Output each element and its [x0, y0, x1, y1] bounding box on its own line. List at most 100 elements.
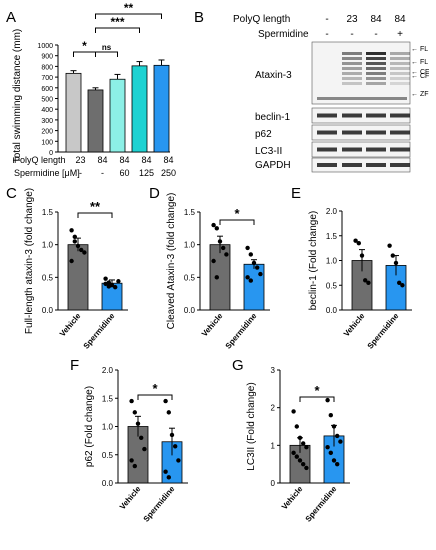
data-point [75, 243, 81, 249]
data-point [211, 222, 216, 228]
data-point [338, 439, 343, 444]
blot-band [342, 57, 362, 60]
y-tick-label: 0.0 [102, 479, 114, 488]
blot-band [366, 77, 386, 80]
panel-a-y-tick-label: 900 [41, 54, 53, 61]
y-tick-label: 1.5 [102, 394, 114, 403]
panel-a-y-tick-label: 800 [41, 64, 53, 71]
data-point [169, 432, 175, 438]
panel-b-polyq-value: 23 [346, 14, 358, 25]
data-point [328, 450, 333, 456]
panel-a-sig-bracket [95, 51, 118, 57]
blot-band [390, 72, 410, 75]
blot-band [390, 52, 410, 55]
panel-b-polyq-value: 84 [394, 14, 406, 25]
panel-a-spermidine-value: - [79, 168, 82, 178]
panel-a-bar [109, 78, 126, 153]
blot-band [342, 113, 362, 118]
panel-g-chart: 0 1 2 3 Vehicle Spermidine LC3II (Fold change)… [246, 366, 350, 524]
data-point [166, 475, 171, 480]
data-point [106, 284, 112, 289]
sig-bracket [219, 219, 255, 225]
data-point [301, 441, 306, 446]
data-point [217, 239, 223, 244]
data-point [328, 413, 333, 418]
data-point [325, 397, 330, 403]
y-tick-label: 3 [271, 366, 276, 375]
data-point [173, 444, 178, 449]
category-label: Vehicle [342, 311, 367, 338]
blot-band [390, 67, 410, 70]
blot-gapdh-label: GAPDH [255, 160, 291, 171]
data-point [301, 461, 306, 467]
blot-band [342, 72, 362, 75]
panel-a-sig-label: ** [124, 1, 134, 15]
panel-a-row2-label: Spermidine [μM] [14, 168, 80, 178]
data-point [79, 247, 84, 253]
blot-band [390, 130, 410, 135]
data-point [176, 458, 181, 463]
data-point [82, 250, 87, 255]
y-tick-label: 1.0 [184, 241, 196, 250]
data-point [132, 463, 137, 469]
data-point [291, 409, 296, 414]
data-point [248, 278, 253, 283]
data-point [245, 275, 250, 280]
y-tick-label: 2 [271, 404, 276, 413]
data-point [304, 465, 309, 471]
sig-label: ** [90, 199, 101, 214]
data-point [139, 435, 144, 440]
blot-arrow-label: ← CF [411, 73, 429, 80]
y-tick-label: 1.5 [184, 208, 196, 217]
blot-arrow-label: ← FL [411, 46, 428, 53]
blot-band [342, 52, 362, 55]
y-axis-label: beclin-1 (Fold change) [308, 211, 319, 311]
panel-a-sig-label: ns [102, 43, 112, 52]
panel-a-chart: Total swimming distance (mm) PolyQ lengt… [12, 1, 176, 178]
data-point [258, 271, 263, 277]
y-axis-label: LC3II (Fold change) [246, 382, 257, 470]
panel-letter-g: G [232, 357, 244, 374]
data-point [393, 260, 399, 266]
panel-a-bar [153, 64, 170, 153]
data-point [304, 445, 309, 450]
blot-arrow-label: ← ZF [411, 91, 429, 98]
data-point [353, 238, 358, 243]
data-point [294, 424, 299, 429]
data-point [294, 454, 299, 459]
category-label: Vehicle [280, 484, 305, 511]
panel-b-spermidine-value: - [350, 29, 353, 40]
y-axis-label: Full-length ataxin-3 (fold change) [24, 188, 35, 334]
blot-band [342, 163, 362, 167]
blot-band [342, 130, 362, 135]
panel-a-ylabel: Total swimming distance (mm) [12, 29, 23, 163]
panel-a-spermidine-value: 250 [161, 168, 176, 178]
panel-a-polyq-value: 84 [163, 155, 173, 165]
sig-label: * [314, 383, 320, 398]
blot-band [390, 77, 410, 80]
category-label: Vehicle [58, 311, 83, 338]
panel-letter-d: D [149, 185, 160, 202]
panel-letter-e: E [291, 185, 301, 202]
data-point [214, 275, 219, 280]
panel-a-y-tick-label: 1000 [37, 43, 53, 50]
panel-f-chart: 0.0 0.5 1.0 1.5 2.0 Vehicle Spermidine p62 (Fol… [84, 366, 188, 524]
panel-b-spermidine-value: - [374, 29, 377, 40]
blot-band [317, 130, 337, 135]
y-tick-label: 2.0 [326, 207, 338, 216]
y-tick-label: 1.5 [326, 232, 338, 241]
data-point [135, 421, 141, 426]
panel-b-western-blot: PolyQ length Spermidine - 23 84 84 - - - + Ataxi… [233, 14, 429, 173]
panel-a-polyq-value: 84 [97, 155, 107, 165]
data-point [359, 253, 365, 258]
data-point [142, 446, 147, 452]
blot-label-ataxin-3: Ataxin-3 [255, 70, 292, 81]
data-point [245, 245, 250, 251]
data-point [335, 433, 340, 439]
panel-a-row1-label: PolyQ length [14, 155, 66, 165]
data-point [103, 281, 108, 287]
data-point [72, 239, 78, 244]
y-tick-label: 2.0 [102, 366, 114, 375]
panel-d-chart: 0.0 0.5 1.0 1.5 Vehicle Spermidine Cleaved Ata… [166, 193, 270, 351]
